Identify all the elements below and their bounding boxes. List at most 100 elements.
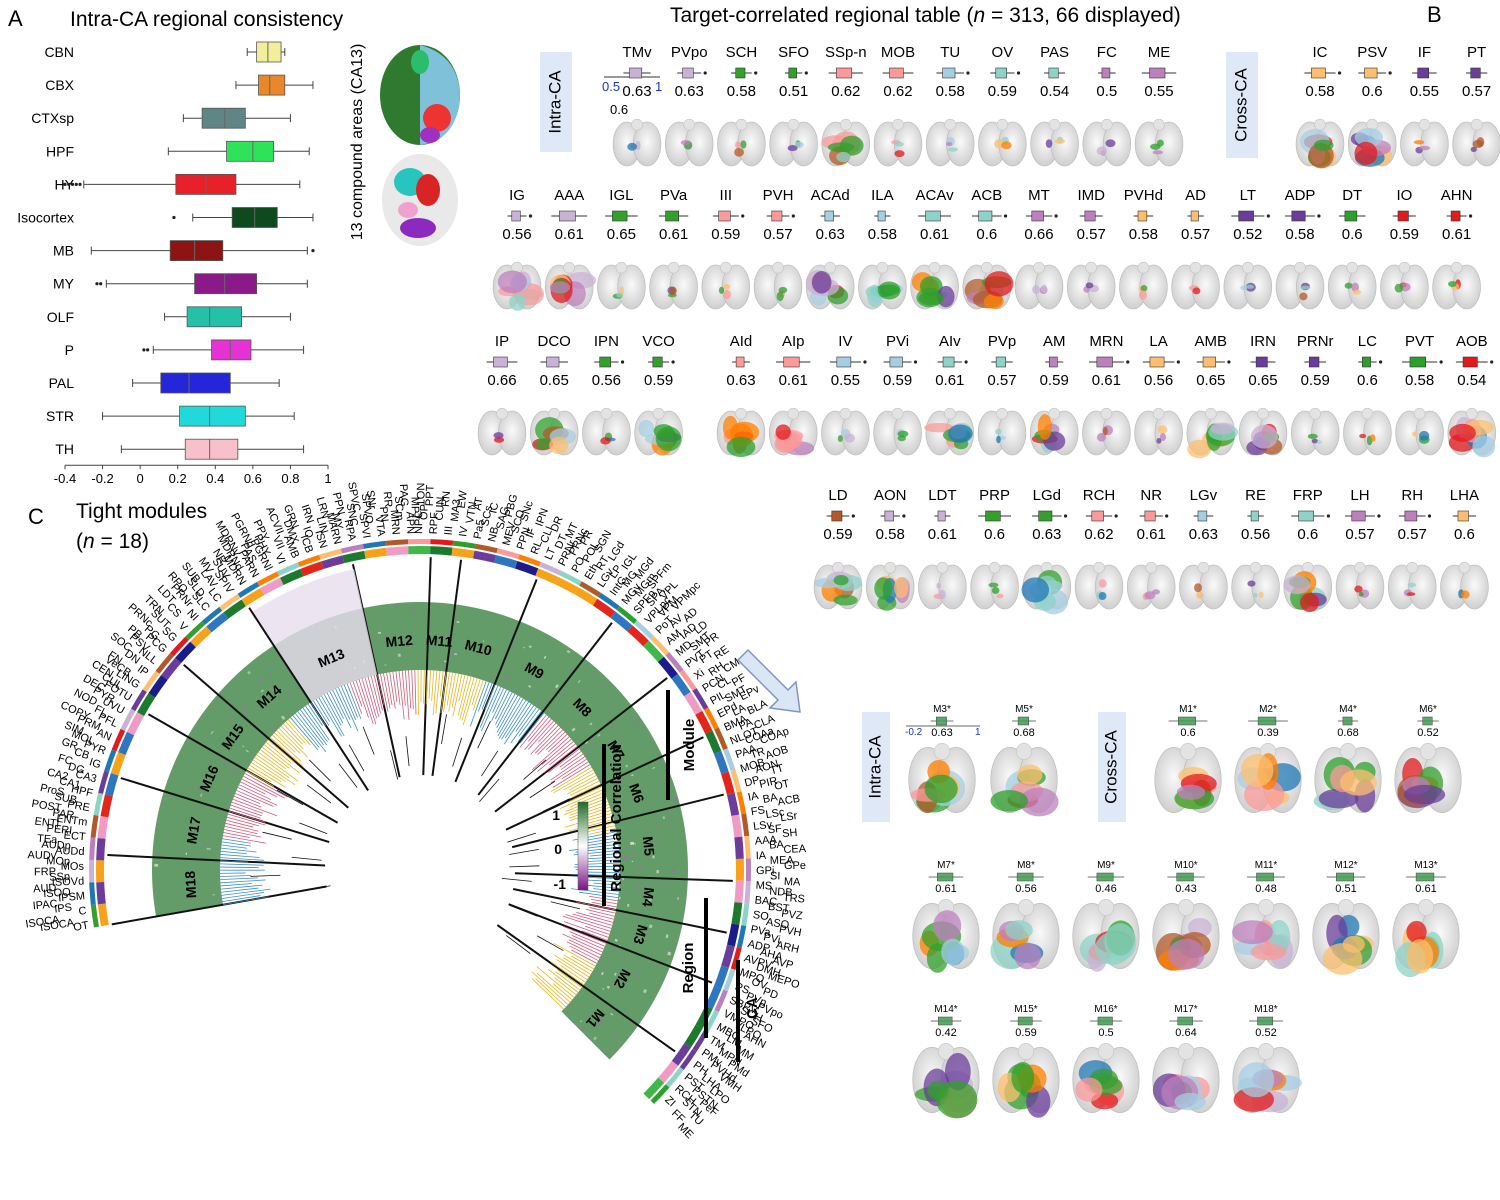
module-name: M16* — [1094, 1004, 1117, 1015]
dendrogram-leaf — [231, 801, 263, 814]
heatmap-cell — [642, 988, 647, 994]
region-name: PT — [1467, 44, 1486, 61]
region-score: 0.61 — [935, 372, 964, 389]
mini-box — [511, 210, 521, 222]
mini-box — [1097, 1016, 1113, 1026]
heatmap-cell — [412, 611, 416, 615]
olfactory-bulb — [1258, 898, 1274, 916]
olfactory-bulb — [1418, 898, 1434, 916]
region-highlight — [1354, 585, 1363, 593]
box-label: STR — [46, 408, 74, 424]
module-name: M7* — [937, 860, 955, 871]
region-highlight — [1075, 1077, 1103, 1102]
dendrogram-leaf — [280, 725, 304, 750]
heatmap-cell — [631, 860, 634, 863]
brain-thumbnail — [977, 407, 1027, 456]
module-label: M4 — [639, 886, 657, 907]
panel-a-title: Intra-CA regional consistency — [70, 8, 344, 31]
heatmap-cell — [615, 1035, 618, 1038]
region-abbreviation: ICB — [298, 533, 315, 554]
dendrogram-branch — [529, 780, 556, 799]
region-ring-segment — [219, 593, 241, 611]
ca-ring-segment — [161, 657, 182, 680]
heatmap-cell — [613, 972, 617, 976]
brain-thumbnail — [912, 1042, 980, 1119]
heatmap-cell — [555, 684, 559, 689]
region-highlight — [723, 283, 731, 290]
mini-box — [836, 356, 852, 368]
heatmap-cell — [221, 810, 225, 813]
brain-thumbnail — [664, 118, 714, 167]
region-highlight — [1354, 127, 1383, 147]
dendrogram-leaf — [560, 753, 584, 770]
modules-key-right: 1 — [975, 727, 981, 738]
heatmap-cell — [630, 841, 635, 845]
region-ring-segment — [297, 554, 321, 568]
olfactory-bulb — [1346, 261, 1359, 274]
region-highlight — [924, 422, 955, 433]
region-ring-segment — [111, 728, 126, 752]
compound-areas-label: 13 compound areas (CA13) — [349, 44, 366, 241]
brain-thumbnail — [821, 118, 871, 167]
ca-ring-segment — [627, 625, 649, 647]
region-score: 0.6 — [1362, 83, 1383, 100]
region-name: PAS — [1040, 44, 1069, 61]
region-score: 0.66 — [487, 372, 516, 389]
box-label: MB — [53, 243, 74, 259]
region-abbreviation: CB — [73, 746, 91, 762]
brain-thumbnail — [1021, 561, 1072, 615]
dendrogram-leaf — [425, 670, 428, 705]
module-score: 0.43 — [1175, 883, 1196, 895]
mini-box-outlier — [1176, 360, 1180, 364]
heatmap-cell — [223, 762, 227, 766]
dendrogram-leaf — [283, 723, 303, 745]
ca-ring-segment — [714, 965, 729, 989]
regional-table: TMv0.63PVpo0.63SCH0.58SFO0.51SSp-n0.62MO… — [477, 44, 1500, 615]
olfactory-bulb — [631, 118, 643, 131]
brain-thumbnail — [1394, 742, 1462, 813]
region-score: 0.63 — [1032, 526, 1061, 543]
dendrogram-leaf — [246, 770, 275, 787]
region-highlight — [735, 141, 741, 149]
mini-box — [1255, 356, 1268, 368]
box-label: TH — [55, 441, 74, 457]
dendrogram-branch — [542, 798, 570, 812]
region-ring-segment — [665, 1066, 684, 1088]
region-highlight — [1019, 787, 1059, 817]
region-abbreviation: MRN — [388, 509, 402, 535]
dendrogram-leaf — [589, 912, 614, 920]
region-name: AMB — [1195, 333, 1228, 350]
region-ring-segment — [703, 707, 719, 730]
region-ring-segment — [665, 652, 684, 673]
heatmap-cell — [593, 1036, 598, 1041]
olfactory-bulb — [1204, 407, 1217, 420]
region-abbreviation: IF — [524, 526, 539, 539]
olfactory-bulb — [1309, 407, 1322, 420]
ca-ring-segment — [473, 550, 497, 563]
box-label: OLF — [47, 309, 74, 325]
module-divider — [147, 713, 339, 824]
heatmap-cell — [633, 722, 638, 727]
region-abbreviation: SNr — [364, 490, 379, 511]
mini-box — [1017, 716, 1029, 726]
dendrogram-branch — [250, 874, 281, 877]
brain-thumbnail — [1440, 561, 1489, 610]
heatmap-cell — [561, 693, 565, 697]
module-name: M8* — [1017, 860, 1035, 871]
region-abbreviation: APN — [404, 511, 417, 534]
panel-b-title-prefix: Target-correlated regional table ( — [670, 4, 974, 27]
region-name: ME — [1148, 44, 1171, 61]
dendrogram-branch — [405, 736, 410, 767]
dendrogram-leaf — [349, 682, 363, 714]
dendrogram-leaf — [414, 670, 417, 715]
module-score: 0.42 — [935, 1027, 956, 1039]
dendrogram-leaf — [459, 676, 472, 720]
module-score: 0.6 — [1180, 727, 1195, 739]
module-name: M1* — [1179, 704, 1197, 715]
mini-box-outlier — [1126, 360, 1130, 364]
region-name: LGd — [1033, 487, 1061, 504]
heatmap-cell — [273, 728, 277, 732]
ca-ring-segment — [643, 1077, 665, 1100]
olfactory-bulb — [1048, 407, 1061, 420]
dendrogram-leaf — [531, 736, 570, 771]
